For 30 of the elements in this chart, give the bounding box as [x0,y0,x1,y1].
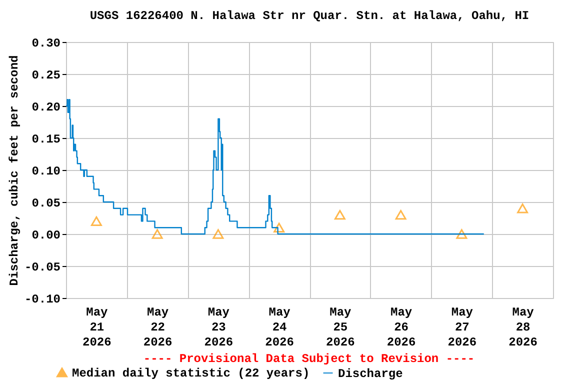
y-tick-label: 0.25 [32,68,60,82]
y-tick-label: 0.30 [32,36,60,50]
point [395,210,406,220]
y-tick-label: -0.05 [24,260,60,274]
y-tick-label: 0.05 [32,196,60,210]
y-tick-label: 0.15 [32,132,60,146]
y-tick-label: 0.00 [32,228,60,242]
legend-label: Median daily statistic (22 years) [72,366,310,380]
point [152,229,163,239]
point [212,229,224,239]
y-tick-label: 0.20 [32,100,60,114]
text: ---- Provisional Data Subject to Revision ---- [143,352,475,366]
x-tick-label: May 23 2026 [204,306,234,350]
point [334,210,346,220]
x-tick-label: May 27 2026 [448,306,477,350]
x-tick-label: May 22 2026 [143,306,172,350]
x-tick-label: May 28 2026 [508,306,538,350]
x-tick-label: May 26 2026 [386,306,416,350]
point [456,229,468,239]
y-tick-label: 0.10 [32,164,60,178]
x-tick-label: May 25 2026 [326,306,355,350]
legend-label: Discharge [338,367,403,381]
x-tick-label: May 24 2026 [265,306,294,350]
point [90,216,102,226]
y-axis-title: Discharge, cubic feet per second [7,55,22,286]
chart-title: USGS 16226400 N. Halawa Str nr Quar. Stn. at Halawa, Oahu, HI [90,9,530,23]
y-tick-label: -0.10 [24,292,60,306]
x-tick-label: May 21 2026 [82,306,112,350]
point [274,222,285,232]
point [517,204,528,214]
